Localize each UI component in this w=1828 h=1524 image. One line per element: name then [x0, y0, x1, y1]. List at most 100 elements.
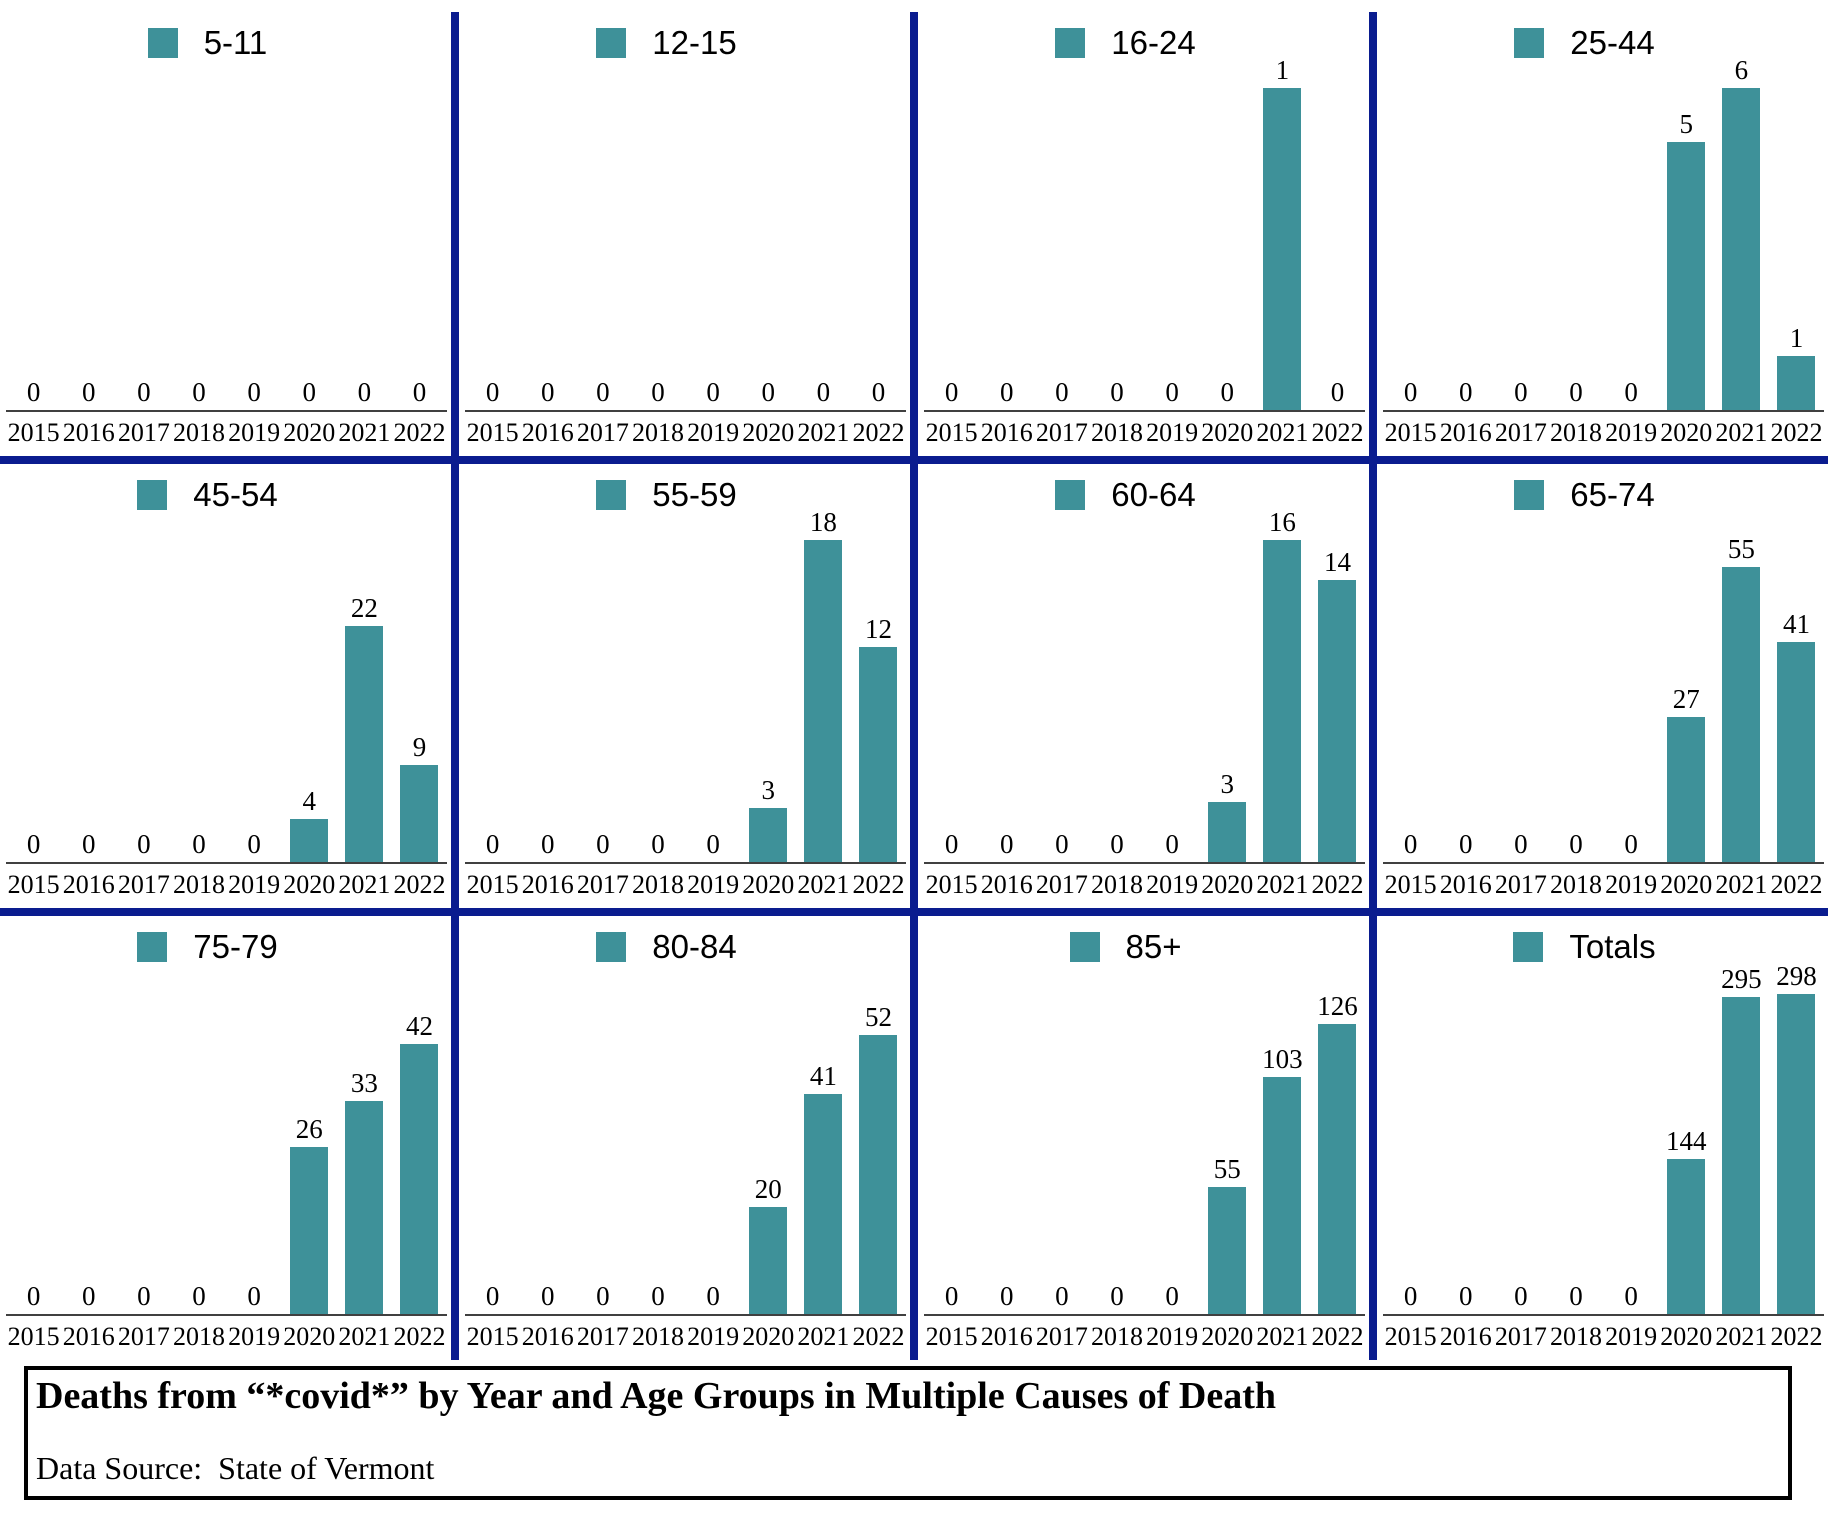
bar-column: 0 [630, 377, 685, 410]
value-label: 0 [1569, 377, 1583, 407]
bar-column: 0 [1089, 829, 1144, 862]
x-axis-line [465, 1314, 906, 1316]
bar-column: 0 [1604, 377, 1659, 410]
value-label: 0 [944, 1281, 959, 1311]
value-label: 0 [1514, 829, 1528, 859]
x-tick-label: 2020 [1660, 870, 1713, 899]
legend-label: 25-44 [1570, 24, 1655, 61]
legend-label: 65-74 [1570, 476, 1655, 513]
bar [1208, 1187, 1247, 1314]
value-label: 0 [1569, 829, 1583, 859]
bar-column: 12 [851, 614, 906, 862]
x-axis-line [6, 862, 447, 864]
x-tick-label: 2015 [925, 418, 978, 447]
value-label: 144 [1665, 1126, 1707, 1156]
panel-legend: 12-15 [441, 26, 892, 60]
value-label: 0 [1055, 829, 1069, 859]
bar [1722, 997, 1761, 1314]
bar-column: 0 [392, 377, 447, 410]
value-label: 0 [26, 377, 41, 407]
bar-column: 4 [282, 786, 337, 862]
value-label: 0 [1403, 829, 1418, 859]
x-axis-labels: 2015 2016 2017 2018 2019 2020 2021 2022 [465, 1322, 906, 1352]
plot-area: 0 0 0 0 0 0 1 0 [924, 55, 1365, 410]
legend-label: 55-59 [652, 476, 737, 513]
value-label: 0 [247, 377, 261, 407]
x-axis-labels: 2015 2016 2017 2018 2019 2020 2021 2022 [6, 418, 447, 448]
bar-column: 0 [1383, 1281, 1438, 1314]
bar-column: 0 [1034, 829, 1089, 862]
age-group-panel: 60-64 0 0 0 0 0 3 16 14 2015 2016 2017 2018 2019 202… [918, 464, 1369, 908]
x-tick-label: 2020 [742, 1322, 795, 1351]
value-label: 0 [26, 1281, 41, 1311]
bar-column: 0 [630, 1281, 685, 1314]
x-tick-label: 2022 [1311, 870, 1364, 899]
x-tick-label: 2019 [228, 870, 281, 899]
bar-column: 26 [282, 1114, 337, 1314]
value-label: 0 [706, 1281, 720, 1311]
bar-column: 0 [520, 1281, 575, 1314]
x-tick-label: 2016 [980, 870, 1033, 899]
panel-legend: 85+ [900, 930, 1351, 964]
panel-legend: 55-59 [441, 478, 892, 512]
value-label: 0 [944, 377, 959, 407]
x-tick-label: 2021 [1256, 1322, 1309, 1351]
x-axis-labels: 2015 2016 2017 2018 2019 2020 2021 2022 [1383, 418, 1824, 448]
value-label: 22 [350, 593, 378, 623]
x-axis-line [1383, 410, 1824, 412]
value-label: 42 [405, 1011, 433, 1041]
legend-label: 80-84 [652, 928, 737, 965]
value-label: 0 [540, 1281, 555, 1311]
value-label: 0 [540, 829, 555, 859]
x-tick-label: 2017 [1035, 418, 1088, 447]
panel-legend: 5-11 [0, 26, 433, 60]
bar [290, 1147, 329, 1314]
bar [290, 819, 329, 862]
legend-label: 45-54 [193, 476, 278, 513]
bar [1667, 1159, 1706, 1314]
value-label: 0 [1055, 377, 1069, 407]
bar-column: 0 [1034, 1281, 1089, 1314]
bar-column: 0 [1548, 829, 1603, 862]
legend-label: 85+ [1125, 928, 1182, 965]
value-label: 0 [651, 377, 665, 407]
x-tick-label: 2016 [980, 418, 1033, 447]
bar [1263, 1077, 1302, 1314]
x-tick-label: 2020 [1201, 418, 1254, 447]
value-label: 0 [485, 1281, 500, 1311]
panel-legend: 75-79 [0, 930, 433, 964]
bar-column: 103 [1255, 1044, 1310, 1314]
value-label: 0 [1458, 377, 1473, 407]
x-tick-label: 2017 [1494, 1322, 1547, 1351]
plot-area: 0 0 0 0 0 144 295 298 [1383, 961, 1824, 1314]
value-label: 295 [1721, 964, 1762, 994]
value-label: 41 [809, 1061, 837, 1091]
x-tick-label: 2017 [117, 1322, 170, 1351]
bar [400, 765, 439, 862]
bar-column: 5 [1659, 109, 1714, 410]
bar-column: 0 [116, 377, 171, 410]
plot-area: 0 0 0 0 0 0 0 0 [6, 58, 447, 410]
bar-column: 0 [6, 829, 61, 862]
value-label: 0 [944, 829, 959, 859]
bar-column: 0 [1145, 377, 1200, 410]
x-tick-label: 2021 [1715, 870, 1768, 899]
x-axis-line [1383, 862, 1824, 864]
legend-label: Totals [1569, 928, 1656, 965]
bar-column: 0 [282, 377, 337, 410]
value-label: 0 [1220, 377, 1234, 407]
legend-swatch-icon [1055, 480, 1086, 510]
x-tick-label: 2022 [1311, 418, 1364, 447]
x-tick-label: 2018 [631, 1322, 684, 1351]
bar-column: 0 [1493, 1281, 1548, 1314]
value-label: 0 [137, 829, 151, 859]
bar-column: 1 [1769, 323, 1824, 410]
bar-column: 0 [575, 829, 630, 862]
x-axis-line [6, 410, 447, 412]
x-tick-label: 2015 [925, 870, 978, 899]
age-group-panel: Totals 0 0 0 0 0 144 295 298 2015 2016 2017 2018 20… [1377, 916, 1828, 1360]
bar-column: 0 [6, 377, 61, 410]
x-tick-label: 2022 [852, 870, 905, 899]
bar [1263, 88, 1302, 410]
plot-area: 0 0 0 0 0 5 6 1 [1383, 55, 1824, 410]
